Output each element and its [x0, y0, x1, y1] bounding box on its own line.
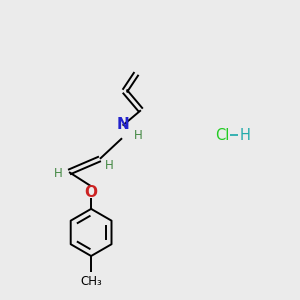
Text: CH₃: CH₃: [80, 274, 102, 287]
Text: H: H: [134, 129, 142, 142]
Text: H: H: [54, 167, 62, 180]
Text: H: H: [239, 128, 250, 143]
Text: N: N: [116, 117, 129, 132]
Text: Cl: Cl: [215, 128, 229, 143]
Text: O: O: [85, 185, 98, 200]
Text: H: H: [105, 159, 114, 172]
